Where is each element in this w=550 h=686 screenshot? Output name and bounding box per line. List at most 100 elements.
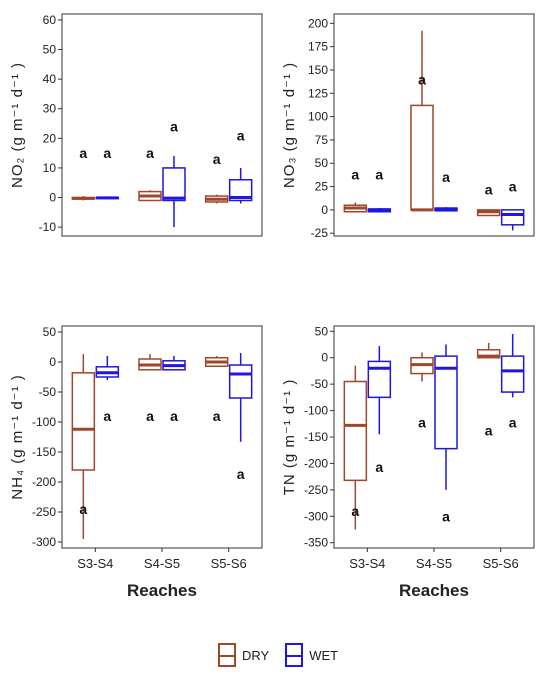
box-wet-s4-s5 [434,344,458,490]
box-dry-s5-s6 [476,342,501,359]
y-tick-label: 125 [308,86,328,100]
y-tick-label: -200 [304,456,328,470]
box-dry-s3-s4 [343,202,368,213]
plot-frame [333,13,535,237]
y-tick-label: -300 [304,509,328,523]
y-tick-label: 30 [43,102,57,116]
y-axis-label: NH₄ (g m⁻¹ d⁻¹ ) [9,374,26,499]
significance-letter: a [79,145,87,161]
significance-letter: a [418,415,426,431]
box-wet-s3-s4 [367,208,392,213]
significance-letter: a [509,179,517,195]
y-tick-label: 0 [49,191,56,205]
panel-tn: -350 -300 -250 -200 -150 -100 -50 0 50 TN (g m⁻¹ … [281,324,535,600]
y-tick-label: 40 [43,72,57,86]
box-body [410,104,434,211]
y-tick-label: 100 [308,110,328,124]
significance-letter: a [509,415,517,431]
significance-letter: a [79,501,87,517]
panel-nh4: -300 -250 -200 -150 -100 -50 0 50 NH₄ (g m⁻¹ d⁻¹… [9,325,263,600]
legend-label-wet: WET [309,647,339,663]
box-dry-s4-s5 [138,354,162,371]
box-body [367,360,392,399]
y-axis-label: TN (g m⁻¹ d⁻¹ ) [281,379,298,496]
significance-letter: a [418,71,426,87]
y-tick-label: -200 [32,475,56,489]
significance-letter: a [170,408,178,424]
box-dry-s3-s4 [71,354,96,539]
box-body [162,167,186,202]
y-tick-label: 0 [321,203,328,217]
significance-letter: a [170,118,178,134]
y-tick-label: 60 [43,13,57,27]
y-tick-label: -50 [311,377,329,391]
significance-letter: a [485,181,493,197]
y-tick-label: 50 [43,325,57,339]
y-tick-label: 0 [321,351,328,365]
box-body [476,349,501,359]
x-axis-label: Reaches [127,581,197,600]
legend-label-dry: DRY [242,647,270,663]
box-wet-s4-s5 [162,356,186,371]
x-tick-label: S4-S5 [416,556,452,571]
x-tick-label: S5-S6 [211,556,247,571]
x-axis-label: Reaches [399,581,469,600]
panel-no3: -25 0 25 50 75 100 125 150 175 200 NO₃ (g m⁻¹ d⁻¹ … [281,13,535,240]
y-tick-label: -150 [32,445,56,459]
box-wet-s5-s6 [500,209,525,231]
x-tick-label: S4-S5 [144,556,180,571]
box-body [228,179,253,202]
box-dry-s4-s5 [410,30,434,212]
y-axis-label: NO₂ (g m⁻¹ d⁻¹ ) [9,62,26,188]
box-wet-s4-s5 [162,156,186,228]
y-tick-label: 75 [315,133,329,147]
box-dry-s5-s6 [204,194,229,204]
y-tick-label: 50 [315,324,329,338]
significance-letter: a [442,508,450,524]
significance-letter: a [237,466,245,482]
significance-letter: a [375,166,383,182]
significance-letter: a [237,127,245,143]
y-tick-label: 175 [308,40,328,54]
significance-letter: a [375,459,383,475]
box-wet-s4-s5 [434,207,458,212]
legend-item-dry: DRY [218,643,269,667]
significance-letter: a [213,151,221,167]
y-tick-label: -25 [311,226,329,240]
y-tick-label: -150 [304,430,328,444]
box-dry-s3-s4 [343,365,368,530]
box-body [434,355,458,450]
y-tick-label: -350 [304,536,328,550]
y-tick-label: 150 [308,63,328,77]
significance-letter: a [485,423,493,439]
box-body [500,355,525,393]
y-tick-label: -100 [304,404,328,418]
y-tick-label: -50 [39,385,57,399]
y-tick-label: 50 [43,43,57,57]
significance-letter: a [213,408,221,424]
y-tick-label: -10 [39,220,57,234]
y-axis-label: NO₃ (g m⁻¹ d⁻¹ ) [281,62,298,188]
box-dry-s4-s5 [410,352,434,382]
box-wet-s5-s6 [228,167,253,204]
box-dry-s4-s5 [138,190,162,202]
legend-swatch-wet [285,643,304,667]
box-body [500,209,525,226]
y-tick-label: -300 [32,535,56,549]
box-wet-s3-s4 [95,196,120,200]
significance-letter: a [351,166,359,182]
box-body [71,372,96,471]
legend: DRY WET [218,640,346,670]
box-wet-s3-s4 [95,356,120,380]
significance-letter: a [103,408,111,424]
x-tick-label: S5-S6 [483,556,519,571]
legend-item-wet: WET [285,643,338,667]
box-wet-s3-s4 [367,346,392,435]
y-tick-label: -250 [32,505,56,519]
y-tick-label: 50 [315,156,329,170]
box-body [228,364,253,399]
x-tick-label: S3-S4 [77,556,113,571]
y-tick-label: 200 [308,16,328,30]
y-tick-label: 0 [49,355,56,369]
